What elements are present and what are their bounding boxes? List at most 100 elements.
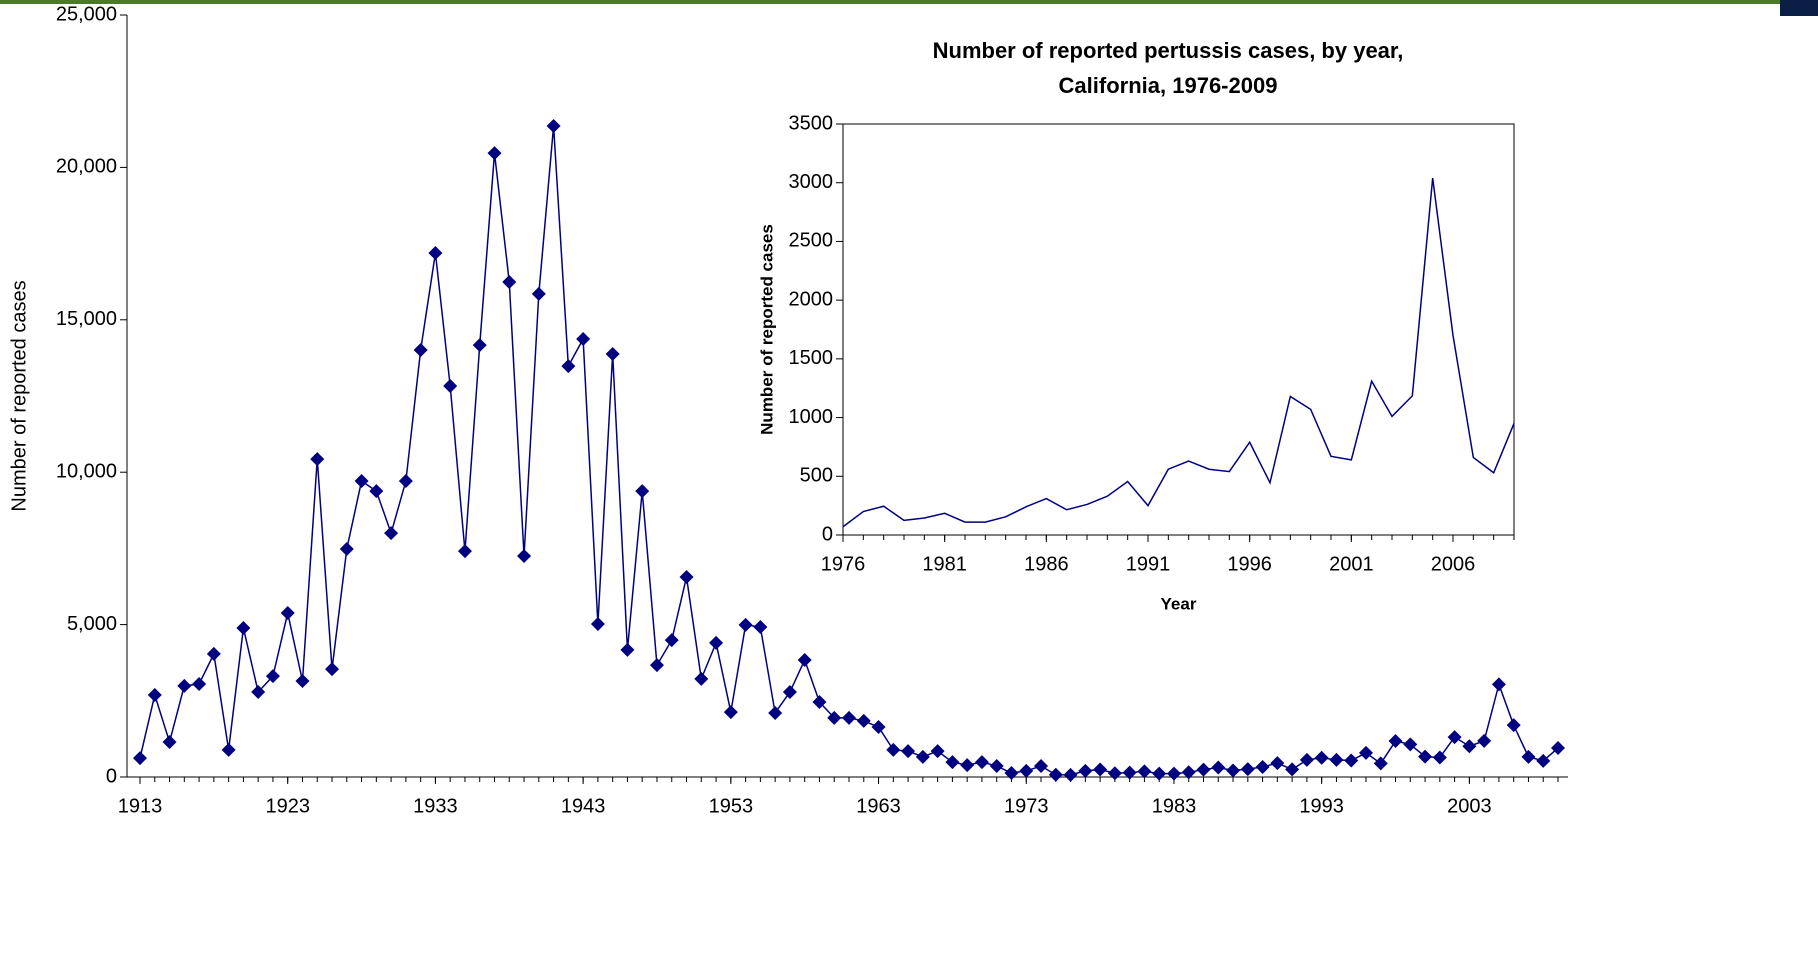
x-tick-label: 1981 (922, 553, 967, 575)
data-point (1004, 766, 1019, 781)
x-tick-label: 1983 (1152, 795, 1197, 817)
data-point (723, 705, 738, 720)
data-point (1403, 737, 1418, 752)
data-point (1344, 753, 1359, 768)
data-point (1521, 749, 1536, 764)
x-tick-label: 1943 (561, 795, 606, 817)
data-point (1491, 677, 1506, 692)
data-point (901, 744, 916, 759)
x-tick-label: 1953 (709, 795, 754, 817)
data-point (1506, 718, 1521, 733)
data-point (325, 662, 340, 677)
data-point (354, 474, 369, 489)
data-point (413, 342, 428, 357)
series-line (842, 177, 1515, 528)
x-axis-label: Year (1161, 594, 1197, 613)
data-point (1373, 756, 1388, 771)
y-tick-label: 10,000 (56, 460, 117, 482)
data-point (590, 616, 605, 631)
data-point (989, 759, 1004, 774)
data-point (192, 677, 207, 692)
x-tick-label: 1986 (1024, 553, 1069, 575)
data-point (664, 633, 679, 648)
data-point (738, 617, 753, 632)
x-tick-label: 1991 (1126, 553, 1171, 575)
chart-title: California, 1976-2009 (1059, 73, 1278, 98)
data-point (561, 359, 576, 374)
data-point (206, 646, 221, 661)
data-point (1536, 753, 1551, 768)
plot-frame (842, 123, 1515, 536)
data-point (945, 755, 960, 770)
data-point (930, 744, 945, 759)
data-point (1462, 739, 1477, 754)
data-point (709, 635, 724, 650)
data-point (1240, 762, 1255, 777)
data-point (546, 118, 561, 133)
data-point (871, 720, 886, 735)
data-point (1226, 763, 1241, 778)
data-point (635, 484, 650, 499)
y-tick-label: 2000 (789, 288, 834, 310)
data-point (295, 673, 310, 688)
x-tick-label: 1996 (1227, 553, 1272, 575)
data-point (221, 742, 236, 757)
y-tick-label: 0 (106, 765, 117, 787)
x-tick-label: 1933 (413, 795, 458, 817)
top-bar (0, 0, 1818, 4)
data-point (605, 346, 620, 361)
data-point (280, 606, 295, 621)
data-point (679, 570, 694, 585)
data-point (384, 526, 399, 541)
data-point (856, 713, 871, 728)
data-point (398, 474, 413, 489)
y-axis-label: Number of reported cases (8, 280, 30, 511)
data-point (1093, 762, 1108, 777)
data-point (531, 286, 546, 301)
data-point (620, 642, 635, 657)
x-tick-label: 2006 (1431, 553, 1476, 575)
data-point (1211, 760, 1226, 775)
data-point (1329, 752, 1344, 767)
y-axis-label: Number of reported cases (757, 224, 776, 435)
y-tick-label: 500 (800, 465, 833, 487)
data-point (753, 620, 768, 635)
data-point (265, 669, 280, 684)
data-point (782, 684, 797, 699)
data-point (768, 705, 783, 720)
data-point (1196, 762, 1211, 777)
y-tick-label: 20,000 (56, 156, 117, 178)
data-point (1122, 765, 1137, 780)
x-tick-label: 2001 (1329, 553, 1374, 575)
data-point (576, 332, 591, 347)
data-point (1285, 762, 1300, 777)
data-point (487, 146, 502, 161)
x-tick-label: 1993 (1299, 795, 1344, 817)
data-point (251, 684, 266, 699)
data-point (457, 544, 472, 559)
data-point (1432, 750, 1447, 765)
data-point (827, 710, 842, 725)
y-tick-label: 2500 (789, 230, 834, 252)
data-point (1166, 766, 1181, 781)
data-point (162, 734, 177, 749)
data-point (1299, 752, 1314, 767)
data-point (797, 652, 812, 667)
data-point (1137, 764, 1152, 779)
y-tick-label: 5,000 (67, 613, 117, 635)
data-point (974, 755, 989, 770)
data-point (1551, 741, 1565, 756)
data-point (1019, 763, 1034, 778)
y-tick-label: 3500 (789, 112, 834, 134)
data-point (649, 658, 664, 673)
data-point (1418, 749, 1433, 764)
data-point (1388, 734, 1403, 749)
x-tick-label: 1913 (118, 795, 163, 817)
data-point (1048, 767, 1063, 782)
data-point (310, 452, 325, 467)
data-point (502, 275, 517, 290)
data-point (1358, 745, 1373, 760)
data-point (694, 671, 709, 686)
chart-title: Number of reported pertussis cases, by y… (933, 38, 1404, 63)
